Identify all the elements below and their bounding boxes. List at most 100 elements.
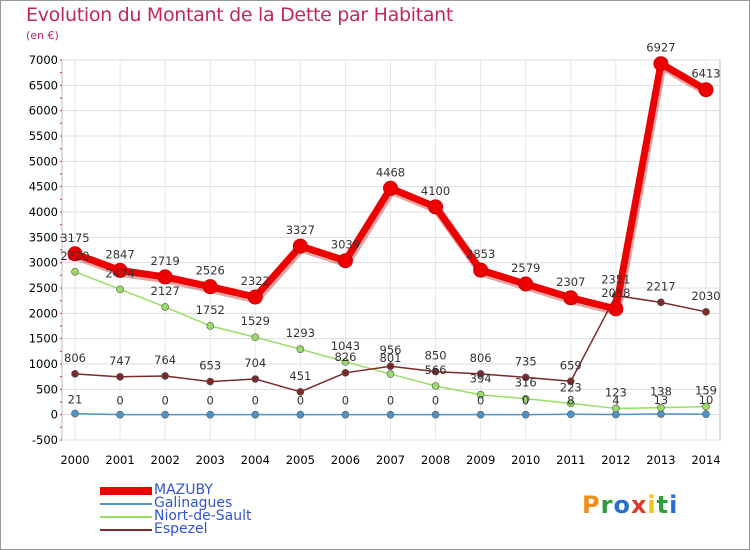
legend-label: Galinagues (154, 495, 233, 511)
logo-letter: i (647, 491, 657, 519)
data-point (161, 303, 169, 311)
y-tick-label: 2000 (29, 306, 58, 320)
data-point (476, 410, 485, 419)
data-point (386, 362, 395, 371)
x-tick-label: 2011 (556, 453, 585, 467)
data-label: 223 (560, 380, 582, 394)
data-label: 6413 (691, 67, 720, 81)
data-label: 2127 (151, 284, 180, 298)
data-label: 138 (650, 385, 672, 399)
y-tick-label: 5000 (29, 154, 58, 168)
data-point (521, 394, 530, 403)
line-chart: -500050010001500200025003000350040004500… (29, 41, 721, 467)
data-label: 3327 (286, 223, 315, 237)
data-label: 2474 (105, 266, 134, 280)
data-point (428, 199, 444, 215)
data-label: 8 (567, 393, 574, 407)
data-point (657, 298, 665, 307)
data-point (247, 289, 263, 305)
legend-item: MAZUBY (100, 483, 252, 497)
data-label: 704 (244, 356, 266, 370)
data-label: 394 (470, 372, 492, 386)
data-point (296, 345, 305, 353)
proxiti-logo: Proxiti (582, 491, 678, 519)
x-tick-label: 2004 (241, 453, 270, 467)
data-point (518, 276, 534, 292)
x-tick-label: 2013 (646, 453, 675, 467)
data-label: 6927 (646, 41, 675, 55)
data-label: 2030 (691, 289, 720, 303)
data-label: 3175 (60, 231, 89, 245)
data-label: 4 (612, 393, 619, 407)
y-tick-label: 3000 (29, 256, 58, 270)
y-tick-label: 500 (36, 382, 58, 396)
data-label: 1293 (286, 326, 315, 340)
y-tick-label: 1500 (29, 332, 58, 346)
legend-swatch (100, 528, 152, 531)
data-label: 2820 (60, 249, 89, 263)
data-point (206, 322, 215, 330)
y-tick-label: 3500 (29, 230, 58, 244)
data-point (657, 410, 665, 418)
data-point (431, 410, 440, 419)
data-label: 316 (515, 376, 537, 390)
data-point (206, 377, 215, 386)
y-tick-label: 4500 (29, 180, 58, 194)
data-point (521, 410, 530, 419)
data-point (296, 410, 305, 419)
data-point (383, 180, 398, 196)
data-point (161, 410, 169, 419)
data-label: 0 (207, 394, 214, 408)
data-point (566, 377, 575, 386)
legend: MAZUBY Galinagues Niort-de-Sault Espezel (100, 483, 252, 537)
x-tick-label: 2002 (151, 453, 180, 467)
y-tick-label: 4000 (29, 205, 58, 219)
data-label: 806 (64, 351, 86, 365)
x-tick-label: 2000 (60, 453, 89, 467)
data-label: 13 (654, 393, 669, 407)
data-point (71, 370, 79, 378)
data-label: 850 (425, 349, 447, 363)
data-label: 0 (387, 394, 394, 408)
data-label: 826 (334, 350, 356, 364)
logo-letter: o (613, 491, 631, 519)
data-point (702, 308, 710, 316)
data-point (431, 382, 440, 390)
y-tick-label: 1000 (29, 357, 58, 371)
data-point (251, 333, 260, 341)
y-tick-label: 7000 (29, 53, 58, 67)
data-point (116, 373, 124, 381)
data-point (386, 410, 395, 419)
data-label: 0 (161, 394, 168, 408)
data-point (67, 246, 83, 262)
data-point (296, 388, 305, 396)
data-point (116, 285, 124, 294)
x-tick-label: 2007 (376, 453, 405, 467)
data-label: 566 (425, 363, 447, 377)
logo-letter: i (669, 491, 679, 519)
legend-label: Espezel (154, 521, 208, 537)
data-label: 10 (699, 393, 714, 407)
data-point (657, 403, 665, 412)
data-point (251, 410, 260, 419)
data-point (563, 290, 579, 306)
data-point (341, 410, 350, 419)
data-point (653, 56, 669, 72)
data-point (612, 404, 620, 413)
data-label: 2853 (466, 247, 495, 261)
data-label: 2847 (105, 247, 134, 261)
logo-letter: x (630, 491, 648, 519)
data-point (698, 82, 714, 98)
data-point (337, 253, 353, 269)
data-label: 747 (109, 354, 131, 368)
data-label: 0 (342, 394, 349, 408)
data-point (112, 262, 128, 278)
data-point (473, 262, 489, 278)
legend-swatch (100, 502, 152, 505)
data-label: 806 (470, 351, 492, 365)
x-tick-label: 2012 (601, 453, 630, 467)
legend-item: Niort-de-Sault (100, 509, 252, 523)
data-label: 1043 (331, 339, 360, 353)
data-point (476, 370, 485, 378)
data-label: 2088 (601, 286, 630, 300)
